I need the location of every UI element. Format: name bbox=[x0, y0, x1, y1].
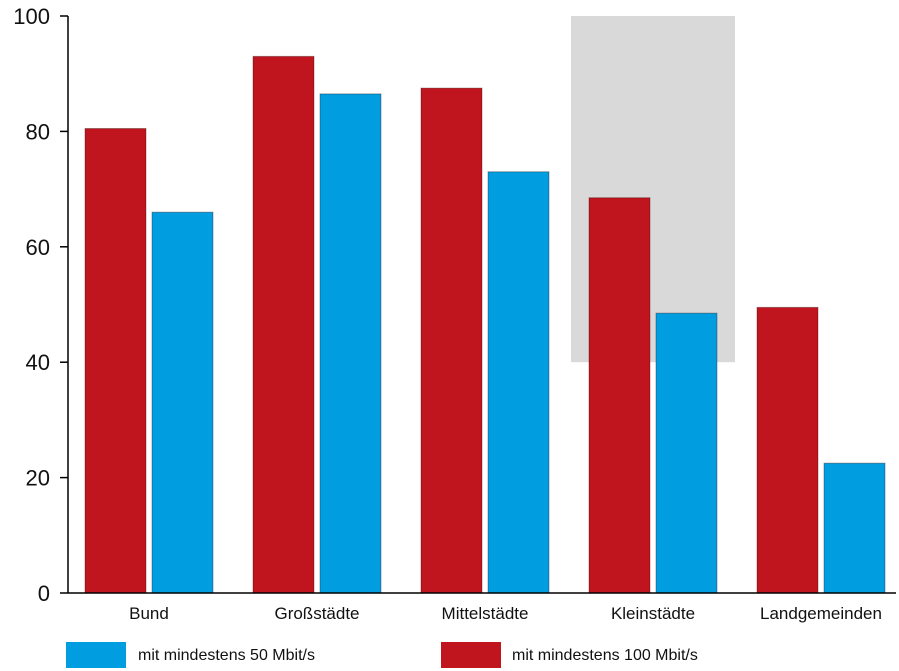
x-tick-label: Mittelstädte bbox=[442, 604, 529, 623]
bar-100mbit-4 bbox=[588, 197, 651, 594]
legend-swatch bbox=[66, 642, 126, 668]
x-tick-label: Kleinstädte bbox=[611, 604, 695, 623]
y-tick-label: 60 bbox=[26, 235, 50, 260]
y-tick-label: 100 bbox=[13, 4, 50, 29]
bar-100mbit-5 bbox=[756, 306, 819, 594]
bar-100mbit-3 bbox=[420, 87, 483, 594]
y-tick-label: 40 bbox=[26, 350, 50, 375]
y-tick-label: 0 bbox=[38, 581, 50, 606]
bar-50mbit-2 bbox=[319, 93, 382, 594]
legend-label: mit mindestens 50 Mbit/s bbox=[138, 647, 315, 664]
bar-50mbit-1 bbox=[151, 211, 214, 594]
y-tick-label: 80 bbox=[26, 119, 50, 144]
y-tick-label: 20 bbox=[26, 466, 50, 491]
x-tick-label: Großstädte bbox=[274, 604, 359, 623]
x-tick-label: Bund bbox=[129, 604, 169, 623]
legend-swatch bbox=[441, 642, 501, 668]
bar-100mbit-2 bbox=[252, 55, 315, 594]
bar-50mbit-3 bbox=[487, 171, 550, 594]
bar-100mbit-1 bbox=[84, 128, 147, 594]
bar-50mbit-5 bbox=[823, 462, 886, 594]
x-tick-label: Landgemeinden bbox=[760, 604, 882, 623]
bar-50mbit-4 bbox=[655, 312, 718, 594]
legend-label: mit mindestens 100 Mbit/s bbox=[512, 647, 698, 664]
